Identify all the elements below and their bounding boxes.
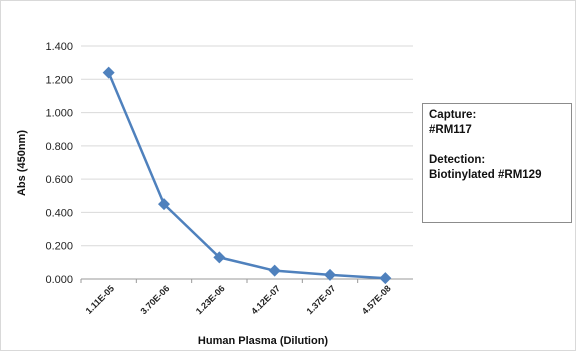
x-tick-label: 4.12E-07 <box>249 283 282 316</box>
y-tick-label: 0.400 <box>45 207 73 219</box>
x-tick-label: 1.37E-07 <box>305 283 338 316</box>
data-point-marker <box>102 66 115 79</box>
detection-label: Detection: <box>429 154 486 166</box>
y-tick-label: 0.600 <box>45 174 73 186</box>
detection-value: Biotinylated #RM129 <box>429 169 542 181</box>
data-point-marker <box>158 198 170 211</box>
x-tick-label: 1.23E-06 <box>194 283 227 316</box>
y-tick-label: 1.400 <box>45 41 73 53</box>
series-line <box>107 72 386 280</box>
data-point-marker <box>324 268 336 281</box>
y-tick-label: 0.000 <box>45 274 73 286</box>
x-tick-label: 4.57E-08 <box>360 283 393 316</box>
data-point-marker <box>213 251 226 264</box>
y-tick-label: 0.200 <box>45 241 73 253</box>
data-point-marker <box>379 272 392 285</box>
y-tick-labels: 0.000 0.200 0.400 0.600 0.800 1.000 1.200 1.400 <box>45 41 73 286</box>
series-markers <box>102 66 392 285</box>
y-axis-title: Abs (450nm) <box>16 130 28 196</box>
y-tick-label: 0.800 <box>45 141 73 153</box>
grid-lines <box>81 45 413 247</box>
data-point-marker <box>268 264 281 277</box>
annotation-box: Capture: #RM117 Detection: Biotinylated … <box>422 103 572 223</box>
x-axis-title: Human Plasma (Dilution) <box>198 335 329 347</box>
x-tick-label: 3.70E-06 <box>139 283 172 316</box>
annotation-spacer <box>429 138 565 153</box>
x-tick-label: 1.11E-05 <box>84 283 117 316</box>
y-tick-label: 1.200 <box>45 74 73 86</box>
capture-value: #RM117 <box>429 124 472 136</box>
y-tick-label: 1.000 <box>45 108 73 120</box>
capture-label: Capture: <box>429 109 477 121</box>
x-tick-labels: 1.11E-05 3.70E-06 1.23E-06 4.12E-07 1.37E-07… <box>80 279 393 316</box>
